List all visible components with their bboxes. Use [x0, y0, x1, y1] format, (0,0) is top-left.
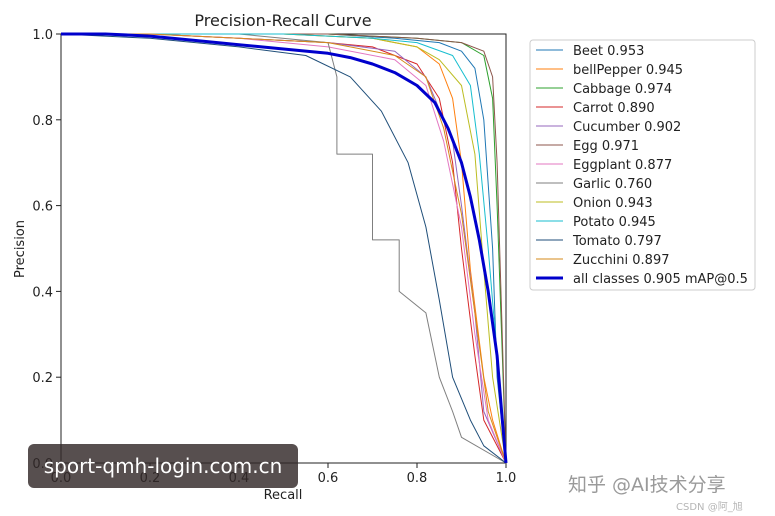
- series-line-7: [61, 33, 507, 464]
- watermark-small-text: CSDN @阿_旭: [676, 502, 743, 513]
- series-line-3: [61, 33, 507, 464]
- y-axis: 0.00.20.40.60.81.0: [32, 28, 61, 472]
- series-line-9: [61, 33, 507, 464]
- legend-entry: Cabbage 0.974: [573, 82, 672, 97]
- legend-entry: all classes 0.905 mAP@0.5: [573, 272, 748, 287]
- y-tick-label: 0.2: [32, 371, 53, 386]
- series-lines: [60, 32, 508, 464]
- x-axis-title: Recall: [264, 488, 303, 503]
- series-line-12: [61, 32, 508, 464]
- legend: Beet 0.953 bellPepper 0.945 Cabbage 0.974 C…: [529, 39, 756, 291]
- legend-entry: bellPepper 0.945: [573, 63, 683, 78]
- watermark-text: 知乎 @AI技术分享: [568, 474, 726, 496]
- series-line-10: [60, 33, 507, 464]
- x-tick-label: 0.8: [407, 471, 428, 486]
- legend-entry: Onion 0.943: [573, 196, 653, 211]
- legend-entry: Carrot 0.890: [573, 101, 655, 116]
- legend-entry: Cucumber 0.902: [573, 120, 681, 135]
- y-tick-label: 0.4: [32, 285, 53, 300]
- y-tick-label: 0.6: [32, 200, 53, 215]
- y-axis-title: Precision: [13, 220, 28, 278]
- legend-entry: Egg 0.971: [573, 139, 639, 154]
- chart-title: Precision-Recall Curve: [194, 11, 371, 30]
- y-tick-label: 1.0: [32, 28, 53, 43]
- series-line-11: [61, 33, 507, 464]
- legend-box: [529, 39, 756, 291]
- legend-entry: Beet 0.953: [573, 44, 644, 59]
- overlay-banner[interactable]: sport-qmh-login.com.cn: [28, 444, 298, 488]
- x-tick-label: 1.0: [496, 471, 517, 486]
- legend-entry: Potato 0.945: [573, 215, 656, 230]
- legend-entry: Tomato 0.797: [572, 234, 662, 249]
- legend-entry: Eggplant 0.877: [573, 158, 672, 173]
- y-tick-label: 0.8: [32, 114, 53, 129]
- legend-entry: Zucchini 0.897: [573, 253, 670, 268]
- legend-entry: Garlic 0.760: [573, 177, 652, 192]
- x-tick-label: 0.6: [318, 471, 339, 486]
